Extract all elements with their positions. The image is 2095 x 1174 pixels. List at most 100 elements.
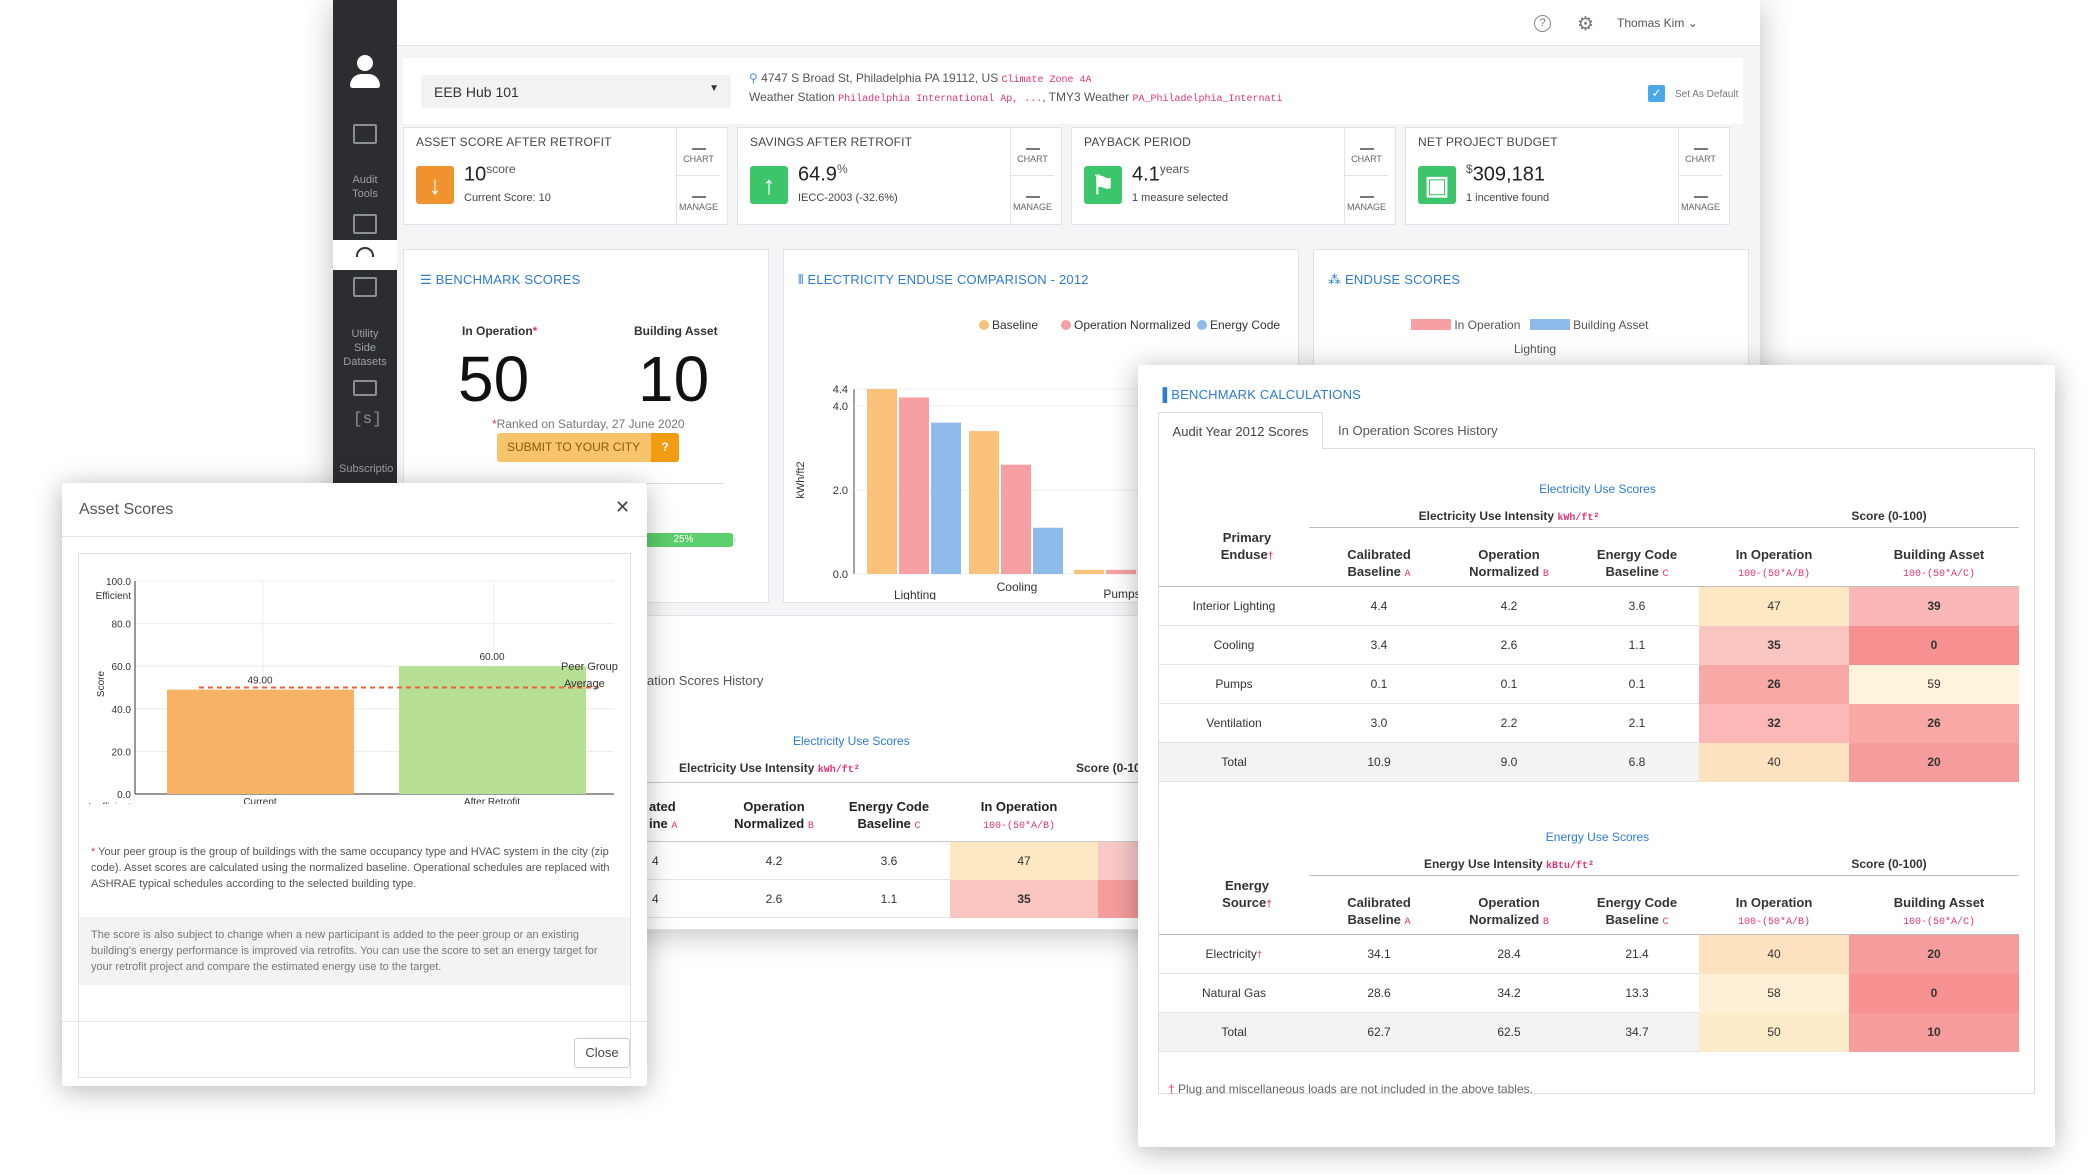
table-row: Electricity† 34.1 28.4 21.4 40 20: [1159, 935, 2019, 974]
kpi-value: 4.1years: [1132, 162, 1190, 186]
cell-b: 28.4: [1497, 947, 1521, 961]
benchmark-title: ☰ BENCHMARK SCORES: [420, 272, 580, 288]
tab-audit-year[interactable]: Audit Year 2012 Scores: [1158, 412, 1323, 449]
y-label: kWh/ft2: [795, 461, 807, 498]
intensity-heading: Energy Use Intensity kBtu/ft²: [1423, 857, 1595, 872]
row-name: Natural Gas: [1201, 986, 1267, 1000]
enduse-scores-title: ⁂ ENDUSE SCORES: [1328, 272, 1460, 288]
manage-button[interactable]: MANAGE: [1010, 176, 1054, 224]
kpi-subtext: 1 measure selected: [1132, 192, 1228, 204]
row-name: Interior Lighting: [1192, 599, 1276, 613]
close-icon[interactable]: ✕: [615, 497, 631, 517]
monitor-icon[interactable]: [353, 124, 377, 144]
sidebar-audit-tools[interactable]: Audit Tools: [352, 174, 378, 200]
weather-label: Weather Station: [749, 90, 835, 104]
enduse-legend: In Operation Building Asset: [1411, 318, 1648, 332]
building-select-value: EEB Hub 101: [434, 84, 519, 100]
cell-in-op: 26: [1699, 665, 1849, 704]
filter-icon[interactable]: [353, 380, 377, 396]
kpi-subtext: Current Score: 10: [464, 192, 551, 204]
tmy-label: , TMY3 Weather: [1042, 90, 1130, 104]
enduse-chart-title-text: ELECTRICITY ENDUSE COMPARISON - 2012: [807, 272, 1089, 287]
set-default-label: Set As Default: [1675, 89, 1739, 100]
arrow-down-icon: ↓: [416, 166, 454, 204]
manage-icon: [691, 186, 706, 198]
cell-c: 34.7: [1625, 1025, 1649, 1039]
submit-city-button[interactable]: SUBMIT TO YOUR CITY ?: [497, 433, 679, 462]
legend-dot: [1197, 320, 1207, 330]
building-select[interactable]: EEB Hub 101 ▼: [421, 75, 731, 108]
kpi-title: PAYBACK PERIOD: [1084, 135, 1192, 149]
set-default-checkbox[interactable]: ✓: [1648, 85, 1665, 102]
sidebar-utility[interactable]: Utility Side Datasets: [343, 328, 387, 368]
calc-footnote-text: Plug and miscellaneous loads are not inc…: [1178, 1082, 1533, 1096]
header-rule: [1309, 527, 2019, 528]
enduse-bar: [931, 422, 961, 574]
manage-button[interactable]: MANAGE: [1344, 176, 1388, 224]
asset-score: 10: [638, 343, 710, 415]
tab-history[interactable]: In Operation Scores History: [1338, 412, 1498, 449]
calc-content: Electricity Use Scores Electricity Use In…: [1158, 449, 2035, 1094]
cell-c: 1.1: [880, 892, 898, 906]
cell-a: 3.4: [1370, 638, 1388, 652]
table-row: Interior Lighting 4.4 4.2 3.6 47 39: [1159, 587, 2019, 626]
help-icon[interactable]: ?: [1534, 15, 1551, 32]
calc-footnote: † Plug and miscellaneous loads are not i…: [1168, 1082, 1533, 1096]
tab-history-bg[interactable]: ation Scores History: [647, 673, 764, 688]
x-tick: Pumps: [1103, 587, 1140, 600]
close-button[interactable]: Close: [574, 1038, 630, 1068]
sidebar-item-active[interactable]: [333, 240, 397, 270]
bg-intensity: Electricity Use Intensity kWh/ft²: [679, 761, 860, 776]
y-inefficient: Inefficient: [88, 802, 131, 804]
kpi-value: $309,181: [1466, 162, 1545, 186]
col-heading: Calibrated Baseline A: [1347, 547, 1411, 580]
manage-icon: [1359, 186, 1374, 198]
table-row: Cooling 3.4 2.6 1.1 35 0: [1159, 626, 2019, 665]
cell-a: 10.9: [1367, 755, 1391, 769]
cell-a: 0.1: [1370, 677, 1388, 691]
climate-zone: Climate Zone 4A: [1001, 75, 1092, 86]
chart-icon: [1359, 138, 1374, 150]
address-line: ⚲ 4747 S Broad St, Philadelphia PA 19112…: [749, 71, 1092, 86]
enduse-bar: [969, 431, 999, 574]
cell-in-op: 58: [1699, 974, 1849, 1013]
cell-b: 2.2: [1500, 716, 1518, 730]
chart-button[interactable]: CHART: [1678, 128, 1722, 176]
cell-c: 21.4: [1625, 947, 1649, 961]
enduse-bar: [1074, 569, 1104, 574]
user-menu[interactable]: Thomas Kim ⌄: [1617, 16, 1698, 30]
help-icon[interactable]: ?: [651, 433, 679, 462]
y-tick: 4.4: [833, 384, 848, 396]
table-row: Total 10.9 9.0 6.8 40 20: [1159, 743, 2019, 782]
bg-unit: kWh/ft²: [817, 765, 860, 776]
copy-icon[interactable]: [353, 214, 377, 234]
script-icon[interactable]: [s]: [353, 410, 382, 428]
table-row: Total 62.7 62.5 34.7 50 10: [1159, 1013, 2019, 1052]
row-name: Cooling: [1213, 638, 1255, 652]
gear-icon[interactable]: ⚙: [1577, 14, 1595, 35]
cell-in-op: 40: [1699, 935, 1849, 974]
asset-footnote-2: The score is also subject to change when…: [79, 917, 630, 985]
asset-chart-panel: 0.0 20.0 40.0 60.0 80.0 100.0 Efficient Ineffic…: [78, 553, 631, 1078]
y-tick: 0.0: [117, 790, 131, 801]
cell-asset: 20: [1849, 935, 2019, 974]
table-caption: Energy Use Scores: [1545, 830, 1650, 844]
ranked-date-text: Ranked on Saturday, 27 June 2020: [496, 417, 685, 431]
bg-score: Score (0-10: [1076, 761, 1141, 775]
cell-a: 34.1: [1367, 947, 1391, 961]
x-tick: After Retrofit: [464, 797, 520, 804]
cell-b: 34.2: [1497, 986, 1521, 1000]
manage-button[interactable]: MANAGE: [676, 176, 720, 224]
y-tick: 60.0: [112, 662, 132, 673]
avatar[interactable]: [350, 55, 380, 91]
col-heading-asset: Building Asset 100-(50*A/C): [1893, 895, 1985, 928]
y-tick: 20.0: [112, 747, 132, 758]
manage-button[interactable]: MANAGE: [1678, 176, 1722, 224]
chart-button[interactable]: CHART: [1344, 128, 1388, 176]
weather-station: Philadelphia International Ap, ...: [838, 94, 1043, 105]
sidebar-subscription[interactable]: Subscriptio: [339, 463, 394, 475]
windows-icon[interactable]: [353, 277, 377, 297]
chart-button[interactable]: CHART: [676, 128, 720, 176]
chart-button[interactable]: CHART: [1010, 128, 1054, 176]
cell-c: 13.3: [1625, 986, 1649, 1000]
